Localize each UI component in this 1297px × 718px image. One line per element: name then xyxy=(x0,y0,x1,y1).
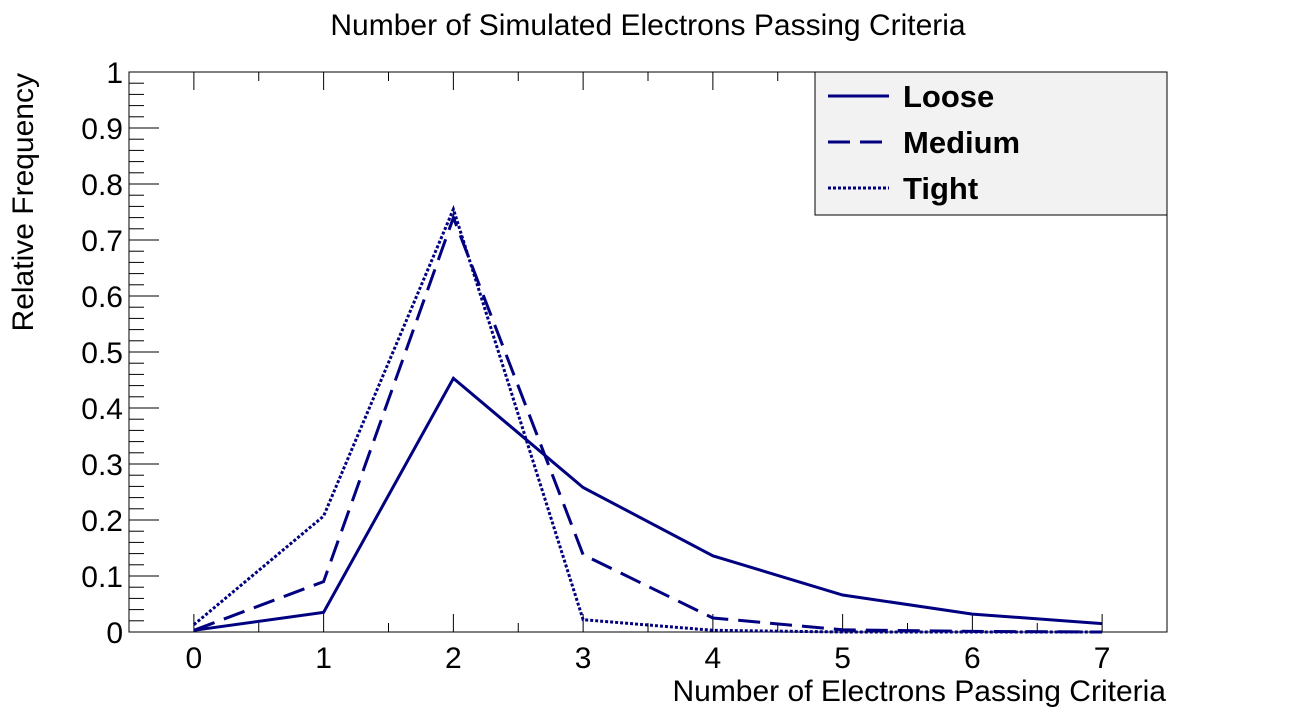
y-axis-label: Relative Frequency xyxy=(7,73,40,331)
y-tick-label: 0.8 xyxy=(81,169,123,202)
series-line-medium xyxy=(193,213,1103,634)
x-tick-label: 0 xyxy=(186,642,203,675)
legend-label-tight: Tight xyxy=(903,171,978,206)
y-tick-label: 1 xyxy=(106,57,123,90)
y-tick-label: 0.2 xyxy=(81,505,123,538)
x-axis-label: Number of Electrons Passing Criteria xyxy=(672,675,1166,708)
x-tick-label: 3 xyxy=(575,642,592,675)
x-tick-label: 4 xyxy=(705,642,722,675)
series-line-loose xyxy=(193,375,1103,632)
legend-label-loose: Loose xyxy=(903,79,994,114)
x-tick-label: 6 xyxy=(964,642,981,675)
x-tick-label: 7 xyxy=(1094,642,1111,675)
chart-title: Number of Simulated Electrons Passing Cr… xyxy=(330,9,966,42)
series-line-tight xyxy=(192,204,1103,634)
y-tick-label: 0.1 xyxy=(81,561,123,594)
y-tick-label: 0 xyxy=(106,617,123,650)
y-tick-label: 0.5 xyxy=(81,337,123,370)
y-tick-label: 0.6 xyxy=(81,281,123,314)
x-tick-label: 5 xyxy=(834,642,851,675)
y-tick-label: 0.7 xyxy=(81,225,123,258)
y-tick-label: 0.9 xyxy=(81,113,123,146)
x-tick-label: 1 xyxy=(315,642,332,675)
y-tick-label: 0.3 xyxy=(81,449,123,482)
x-tick-label: 2 xyxy=(445,642,462,675)
y-tick-label: 0.4 xyxy=(81,393,123,426)
legend-label-medium: Medium xyxy=(903,125,1020,160)
